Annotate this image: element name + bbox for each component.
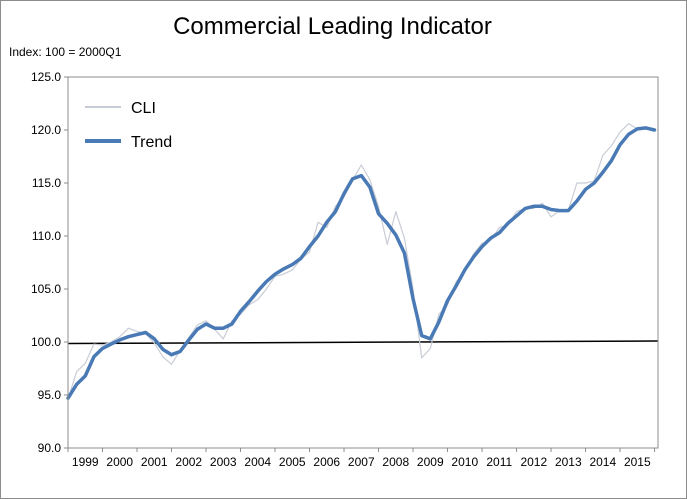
series-line-trend [66,126,657,400]
reference-line-100 [67,340,659,345]
chart-title: Commercial Leading Indicator [173,13,492,40]
x-tick-label: 2015 [624,455,651,469]
y-tick-label: 120.0 [31,123,61,137]
x-tick-label: 2007 [348,455,375,469]
x-tick-label: 2012 [520,455,547,469]
y-tick-label: 115.0 [32,176,61,190]
y-tick-label: 110.0 [32,229,61,243]
y-tick-label: 90.0 [38,441,62,455]
plot-area-border [67,76,659,449]
legend-trend-label: Trend [131,134,172,151]
x-tick-label: 2009 [417,455,444,469]
x-tick-label: 2013 [555,455,582,469]
x-tick-label: 2001 [141,455,168,469]
y-tick-label: 100.0 [31,335,61,349]
x-tick-label: 2010 [451,455,478,469]
x-tick-label: 2014 [589,455,616,469]
x-tick-label: 2000 [106,455,133,469]
x-tick-label: 2002 [175,455,202,469]
series-layer [66,122,657,400]
x-tick-label: 2005 [279,455,306,469]
y-tick-label: 95.0 [38,388,62,402]
y-tick-label: 105.0 [31,282,61,296]
x-tick-label: 2004 [244,455,271,469]
y-tick-label: 125.0 [31,70,61,84]
legend-cli-label: CLI [131,100,156,117]
x-axis-ticks: 1999 2000 2001 2002 2003 2004 2005 2006 2007 2008… [67,448,656,469]
x-tick-label: 2003 [210,455,237,469]
legend: CLI Trend [85,100,172,151]
series-line-cli [67,122,647,400]
x-tick-label: 1999 [72,455,99,469]
x-tick-label: 2006 [313,455,340,469]
x-tick-label: 2011 [486,455,512,469]
y-axis-ticks: 90.0 95.0 100.0 105.0 110.0 115.0 120.0 125.0 [31,70,68,455]
x-tick-label: 2008 [382,455,409,469]
chart-subtitle: Index: 100 = 2000Q1 [9,45,122,59]
